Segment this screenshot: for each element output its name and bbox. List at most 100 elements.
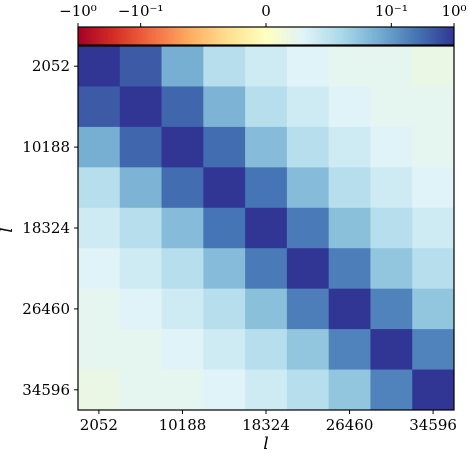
heatmap-cell (370, 248, 413, 290)
heatmap-cell (370, 288, 413, 330)
heatmap-cell (245, 167, 288, 209)
heatmap-cell (286, 126, 330, 168)
heatmap-cell (328, 288, 371, 330)
heatmap-cell (286, 329, 330, 371)
heatmap-cell (119, 167, 163, 209)
heatmap-cell (78, 288, 121, 330)
heatmap-cell (370, 167, 413, 209)
heatmap-cell (412, 207, 455, 249)
heatmap-cell (203, 207, 246, 249)
colorbar-gradient (78, 27, 454, 45)
heatmap-cell (119, 288, 163, 330)
heatmap-cell (203, 126, 246, 168)
heatmap-cell (245, 329, 288, 371)
heatmap-cell (203, 248, 246, 290)
heatmap-cell (119, 369, 163, 411)
heatmap-cell (203, 167, 246, 209)
heatmap-cell (78, 369, 121, 411)
x-tick-label: 34596 (409, 416, 457, 434)
colorbar-tick-label: 10⁻¹ (375, 2, 408, 20)
heatmap-cell (161, 86, 204, 128)
heatmap-cell (412, 86, 455, 128)
heatmap-cell (412, 167, 455, 209)
heatmap-cell (245, 288, 288, 330)
heatmap-cell (119, 207, 163, 249)
heatmap-cell (370, 46, 413, 87)
colorbar: −10⁰ −10⁻¹ 0 10⁻¹ 10⁰ (59, 2, 467, 46)
heatmap-cell (161, 207, 204, 249)
heatmap-cell (119, 46, 163, 87)
heatmap-cell (119, 329, 163, 371)
heatmap-cell (119, 86, 163, 128)
x-tick-label: 2052 (80, 416, 118, 434)
heatmap-cell (203, 369, 246, 411)
heatmap-cell (328, 86, 371, 128)
heatmap-cell (370, 86, 413, 128)
y-tick-label: 2052 (32, 57, 70, 75)
heatmap-cell (286, 207, 330, 249)
colorbar-tick-label: 0 (261, 2, 271, 20)
y-tick-label: 18324 (22, 219, 70, 237)
heatmap-cell (203, 329, 246, 371)
heatmap-cell (161, 126, 204, 168)
heatmap-cell (245, 126, 288, 168)
heatmap-cell (412, 46, 455, 87)
heatmap-cell (328, 207, 371, 249)
heatmap-cell (286, 248, 330, 290)
heatmap-cell (286, 167, 330, 209)
colorbar-tick-label: −10⁻¹ (118, 2, 164, 20)
heatmap-cell (328, 46, 371, 87)
x-tick-label: 10188 (159, 416, 207, 434)
y-tick-label: 10188 (22, 138, 70, 156)
heatmap-cell (78, 207, 121, 249)
heatmap-cell (412, 329, 455, 371)
x-tick-label: 18324 (242, 416, 290, 434)
heatmap-cell (412, 126, 455, 168)
heatmap-cell (286, 46, 330, 87)
heatmap-cell (370, 369, 413, 411)
heatmap-cell (286, 288, 330, 330)
heatmap-cell (78, 167, 121, 209)
heatmap-cell (412, 288, 455, 330)
heatmap-cell (161, 167, 204, 209)
heatmap-cell (203, 86, 246, 128)
heatmap-cell (245, 46, 288, 87)
heatmap-cell (328, 329, 371, 371)
heatmap-cell (370, 329, 413, 371)
heatmap-cell (286, 369, 330, 411)
heatmap-cell (203, 46, 246, 87)
heatmap-cell (245, 369, 288, 411)
heatmap-cell (78, 46, 121, 87)
heatmap-cell (161, 369, 204, 411)
heatmap-cell (412, 248, 455, 290)
heatmap-cell (328, 167, 371, 209)
heatmap-cell (245, 207, 288, 249)
heatmap-cell (161, 329, 204, 371)
heatmap-cell (328, 248, 371, 290)
heatmap-cell (161, 288, 204, 330)
heatmap-cell (328, 369, 371, 411)
y-axis-label: l (0, 227, 17, 232)
heatmap-cell (119, 248, 163, 290)
heatmap-cell (245, 86, 288, 128)
heatmap-cell (119, 126, 163, 168)
heatmap-cell (78, 329, 121, 371)
heatmap-cell (78, 86, 121, 128)
heatmap-cell (245, 248, 288, 290)
x-tick-label: 26460 (326, 416, 374, 434)
heatmap-cell (286, 86, 330, 128)
y-tick-label: 34596 (22, 381, 70, 399)
heatmap-cell (78, 126, 121, 168)
x-axis-label: l (263, 434, 268, 454)
heatmap-cell (161, 248, 204, 290)
colorbar-tick-label: −10⁰ (59, 2, 97, 20)
heatmap-cell (78, 248, 121, 290)
heatmap-cell (370, 126, 413, 168)
heatmap-cell (412, 369, 455, 411)
heatmap-cell (203, 288, 246, 330)
heatmap-cell (370, 207, 413, 249)
colorbar-tick-label: 10⁰ (441, 2, 466, 20)
heatmap-cell (328, 126, 371, 168)
y-tick-label: 26460 (22, 300, 70, 318)
